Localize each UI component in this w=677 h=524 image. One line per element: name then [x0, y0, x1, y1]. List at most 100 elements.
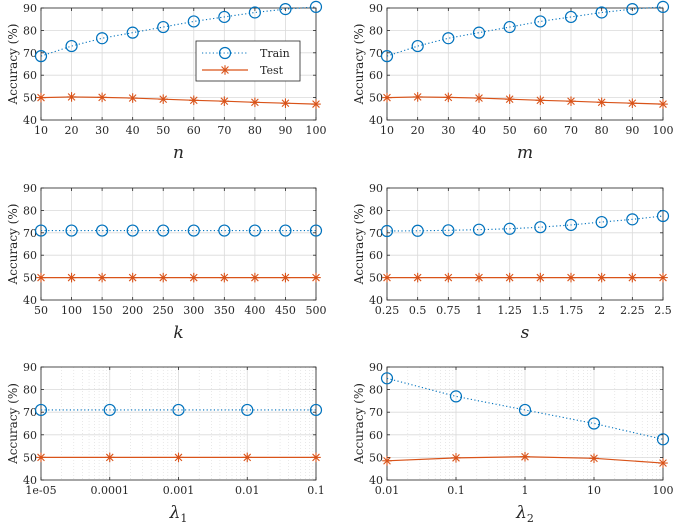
x-tick-label: 10 — [380, 124, 394, 137]
asterisk-stroke — [536, 96, 545, 105]
tick-marks — [40, 366, 317, 481]
asterisk-stroke — [243, 453, 252, 462]
x-tick-label: 70 — [217, 124, 231, 137]
asterisk-stroke — [189, 96, 198, 105]
x-tick-label: 50 — [34, 304, 48, 317]
train-data-point — [279, 224, 292, 237]
y-tick-label: 90 — [23, 182, 37, 195]
train-data-point — [518, 403, 532, 417]
test-data-point — [280, 272, 291, 283]
axes-box — [40, 187, 317, 301]
asterisk-stroke — [220, 97, 229, 106]
x-tick-label: 300 — [183, 304, 204, 317]
train-data-point — [309, 403, 323, 417]
train-data-point — [157, 20, 170, 34]
test-data-point — [66, 92, 77, 102]
x-tick-label: 1e-05 — [25, 484, 56, 497]
y-tick-label: 90 — [23, 361, 37, 374]
test-data-point — [280, 98, 291, 108]
train-data-point — [96, 224, 109, 237]
train-series-line — [386, 6, 664, 57]
train-data-point — [380, 372, 394, 385]
asterisk-stroke — [98, 93, 106, 102]
x-tick-label: 0.1 — [307, 484, 325, 497]
x-tick-label: 500 — [306, 304, 327, 317]
train-data-point — [34, 224, 48, 237]
test-series — [382, 92, 668, 109]
test-data-point — [504, 94, 515, 104]
train-data-point — [626, 3, 639, 16]
x-axis-label: λ2 — [515, 503, 534, 524]
x-tick-label: 2.5 — [654, 304, 672, 317]
y-tick-label: 40 — [369, 114, 383, 127]
train-series-line — [386, 377, 664, 440]
tick-marks — [386, 187, 664, 301]
test-data-point — [658, 272, 668, 283]
test-data-point — [474, 272, 484, 283]
test-data-point — [250, 272, 260, 283]
x-axis-symbol: λ — [515, 503, 527, 523]
x-tick-label: 0.75 — [436, 304, 461, 317]
train-series-line — [386, 215, 664, 232]
asterisk-stroke — [444, 93, 453, 102]
x-axis-subscript: 2 — [527, 512, 534, 524]
y-tick-label: 80 — [369, 24, 383, 37]
asterisk-stroke — [597, 98, 606, 107]
chart-panel-1: 10 20 30 40 50 60 70 80 90 100405060708090Accurac… — [6, 0, 327, 163]
train-series-line — [40, 6, 317, 57]
minor-grid — [61, 367, 314, 480]
train-data-point — [172, 403, 185, 417]
x-axis-label: s — [521, 323, 530, 343]
train-data-point — [472, 223, 486, 236]
x-tick-label: 100 — [61, 304, 82, 317]
y-tick-label: 90 — [23, 2, 37, 15]
test-data-point — [412, 272, 423, 283]
legend-test-marker — [220, 65, 230, 75]
train-data-point — [65, 224, 78, 237]
legend-train-marker — [218, 46, 232, 60]
y-tick-label: 40 — [23, 294, 37, 307]
x-tick-label: 1.5 — [532, 304, 550, 317]
y-axis-label: Accuracy (%) — [352, 204, 366, 286]
asterisk-stroke — [189, 273, 198, 282]
y-tick-label: 40 — [369, 474, 383, 487]
train-series — [34, 224, 323, 237]
x-tick-label: 0.0001 — [91, 484, 130, 497]
x-tick-label: 0.01 — [235, 484, 260, 497]
test-series — [382, 272, 668, 283]
test-data-point — [311, 272, 321, 283]
y-axis-label: Accuracy (%) — [6, 204, 20, 286]
train-data-point — [279, 3, 292, 16]
asterisk-stroke — [628, 273, 637, 282]
y-tick-label: 70 — [23, 406, 37, 419]
asterisk-stroke — [475, 273, 483, 282]
y-tick-label: 80 — [369, 204, 383, 217]
y-tick-label: 50 — [369, 272, 383, 285]
y-tick-label: 40 — [369, 294, 383, 307]
train-data-point — [187, 224, 200, 237]
asterisk-stroke — [128, 94, 137, 102]
x-tick-label: 1.25 — [497, 304, 522, 317]
x-tick-label: 0.25 — [375, 304, 400, 317]
chart-panel-4: 0.25 0.5 0.75 1 1.25 1.5 1.75 2 2.25 2.5 40 50 60 70 8… — [352, 182, 672, 343]
y-tick-label: 60 — [23, 429, 37, 442]
test-data-point — [535, 95, 546, 106]
x-tick-label: 1 — [522, 484, 529, 497]
train-data-point — [656, 433, 670, 446]
x-tick-label: 20 — [65, 124, 79, 137]
test-series-line — [40, 96, 317, 105]
y-tick-label: 80 — [369, 384, 383, 397]
x-tick-label: 100 — [306, 124, 327, 137]
asterisk-stroke — [67, 273, 76, 282]
x-tick-label: 0.1 — [447, 484, 465, 497]
train-data-point — [380, 224, 394, 238]
asterisk-stroke — [383, 456, 391, 465]
train-series — [34, 0, 323, 63]
legend: Train Test — [195, 40, 301, 82]
asterisk-stroke — [174, 453, 183, 462]
train-series — [380, 0, 670, 63]
asterisk-stroke — [383, 93, 391, 102]
test-series — [36, 452, 321, 463]
